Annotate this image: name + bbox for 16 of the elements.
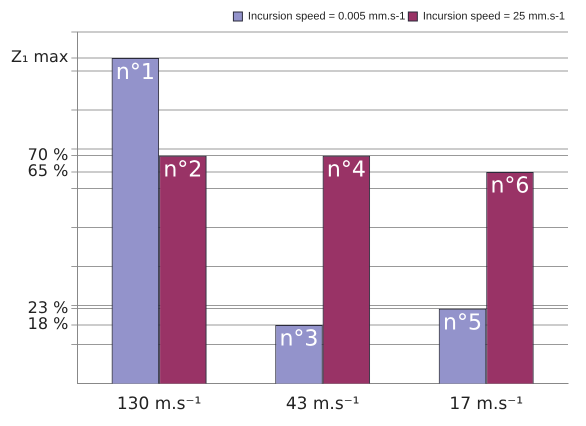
legend-label: Incursion speed = 0.005 mm.s-1: [248, 10, 406, 23]
annotation: n°3: [279, 326, 318, 352]
x-tick-label: 130 m.s⁻¹: [116, 394, 202, 414]
x-tick-label: 43 m.s⁻¹: [286, 394, 360, 414]
y-tick-label: 18 %: [28, 314, 68, 334]
legend-label: Incursion speed = 25 mm.s-1: [422, 10, 566, 23]
annotation: n°4: [326, 157, 366, 182]
y-tick-label: 65 %: [28, 161, 68, 180]
annotation: n°2: [163, 157, 202, 182]
y-tick-label: 23 %: [28, 298, 68, 317]
x-tick-label: 17 m.s⁻¹: [449, 394, 524, 414]
annotation: n°5: [443, 310, 482, 336]
annotation: n°1: [116, 60, 155, 85]
annotation: n°6: [490, 174, 530, 199]
y-tick-label: 70 %: [28, 144, 68, 164]
y-tick-label: Z₁ max: [10, 47, 68, 66]
